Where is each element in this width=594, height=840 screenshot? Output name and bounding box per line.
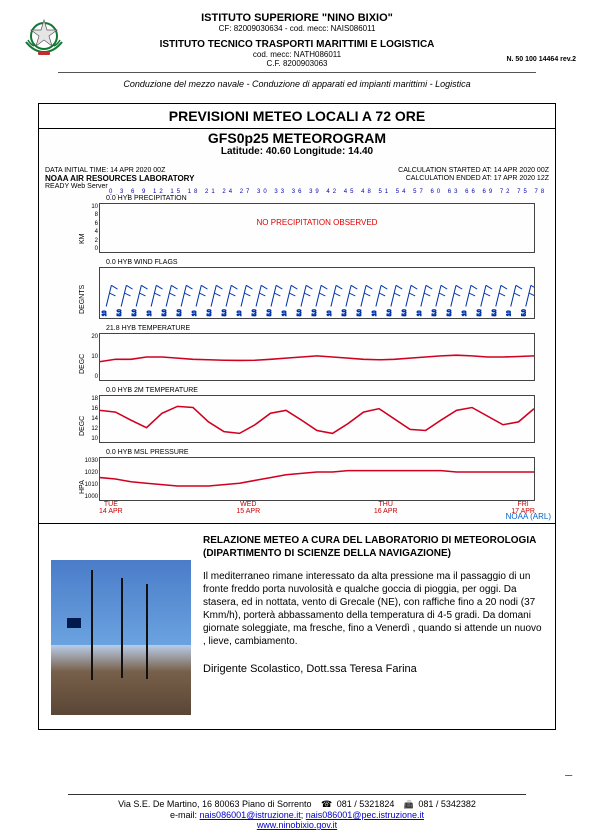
temp2-label: 0.0 HYB 2M TEMPERATURE [104, 387, 200, 394]
svg-text:5.0: 5.0 [312, 309, 318, 316]
tagline: Conduzione del mezzo navale - Conduzione… [18, 79, 576, 89]
header-cf2: C.F. 8200903063 [18, 59, 576, 68]
no-precip-text: NO PRECIPITATION OBSERVED [100, 218, 534, 227]
precip-panel: 0.0 HYB PRECIPITATION NO PRECIPITATION O… [99, 203, 535, 253]
svg-text:10: 10 [372, 311, 378, 317]
temp1-ylab: DEGC [79, 354, 86, 374]
footer-fax: 081 / 5342382 [418, 799, 476, 809]
institute-name: ISTITUTO TECNICO TRASPORTI MARITTIMI E L… [18, 39, 576, 50]
svg-text:5.0: 5.0 [132, 309, 138, 316]
svg-text:5.0: 5.0 [477, 309, 483, 316]
temp2-svg [100, 396, 534, 442]
wind-label: 0.0 HYB WIND FLAGS [104, 259, 180, 266]
svg-text:5.0: 5.0 [207, 309, 213, 316]
revision-number: N. 50 100 14464 rev.2 [506, 56, 576, 63]
italian-emblem-icon [20, 12, 68, 60]
svg-text:5.0: 5.0 [387, 309, 393, 316]
chart-title: GFS0p25 METEOROGRAM [39, 131, 555, 146]
svg-text:5.0: 5.0 [522, 309, 528, 316]
footer-address: Via S.E. De Martino, 16 80063 Piano di S… [118, 799, 311, 809]
document-header: ISTITUTO SUPERIORE "NINO BIXIO" CF: 8200… [18, 12, 576, 68]
phone-icon [319, 799, 334, 809]
calc-end: CALCULATION ENDED AT: 17 APR 2020 12Z [398, 175, 549, 183]
svg-text:5.0: 5.0 [252, 309, 258, 316]
svg-text:10: 10 [327, 311, 333, 317]
svg-text:5.0: 5.0 [177, 309, 183, 316]
svg-text:10: 10 [282, 311, 288, 317]
weather-station-photo [51, 560, 191, 715]
fax-icon [402, 799, 416, 809]
school-name: ISTITUTO SUPERIORE "NINO BIXIO" [18, 12, 576, 24]
noaa-label: NOAA AIR RESOURCES LABORATORY [45, 175, 195, 184]
precip-svg [100, 204, 534, 252]
temp2-ylab: DEGC [79, 416, 86, 436]
email-label: e-mail: [170, 810, 197, 820]
svg-text:10: 10 [507, 311, 513, 317]
press-panel: 0.0 HYB MSL PRESSURE 1030102010101000 [99, 457, 535, 501]
press-label: 0.0 HYB MSL PRESSURE [104, 449, 191, 456]
date-axis: TUE14 APRWED15 APRTHU16 APRFRI17 APR [99, 501, 535, 515]
svg-text:5.0: 5.0 [162, 309, 168, 316]
precip-yaxis: 1086420 [78, 204, 98, 252]
meteo-container: PREVISIONI METEO LOCALI A 72 ORE GFS0p25… [38, 103, 556, 730]
precip-label: 0.0 HYB PRECIPITATION [104, 195, 189, 202]
report-section: RELAZIONE METEO A CURA DEL LABORATORIO D… [39, 524, 555, 729]
svg-text:5.0: 5.0 [267, 309, 273, 316]
svg-text:5.0: 5.0 [297, 309, 303, 316]
svg-text:5.0: 5.0 [447, 309, 453, 316]
svg-text:10: 10 [102, 311, 108, 317]
wind-svg: 10 5.0 5.0 10 5.0 5.0 10 5.0 5.0 10 5.0 5.0 10 5.0 5.0… [100, 268, 534, 318]
page-footer: Via S.E. De Martino, 16 80063 Piano di S… [18, 790, 576, 830]
wind-panel: 0.0 HYB WIND FLAGS 105.05.0105.05.0105.0… [99, 267, 535, 319]
svg-text:5.0: 5.0 [117, 309, 123, 316]
header-cf: CF: 82009030634 - cod. mecc: NAIS086011 [18, 24, 576, 33]
report-body: Il mediterraneo rimane interessato da al… [203, 570, 543, 648]
svg-text:10: 10 [462, 311, 468, 317]
svg-text:5.0: 5.0 [492, 309, 498, 316]
press-svg [100, 458, 534, 500]
temp1-svg [100, 334, 534, 380]
temp1-panel: 21.8 HYB TEMPERATURE 20100 [99, 333, 535, 381]
svg-text:5.0: 5.0 [432, 309, 438, 316]
page-mark: ‾‾ [565, 775, 572, 786]
precip-ylab: KM [79, 234, 86, 245]
temp1-label: 21.8 HYB TEMPERATURE [104, 325, 192, 332]
meteo-title: PREVISIONI METEO LOCALI A 72 ORE [39, 104, 555, 129]
meteorogram-chart: GFS0p25 METEOROGRAM Latitude: 40.60 Long… [39, 129, 555, 524]
svg-text:10: 10 [147, 311, 153, 317]
svg-text:5.0: 5.0 [357, 309, 363, 316]
press-ylab: HPA [79, 480, 86, 494]
footer-tel: 081 / 5321824 [337, 799, 395, 809]
email-link-1[interactable]: nais086001@istruzione.it [200, 810, 301, 820]
header-divider [58, 72, 536, 73]
footer-divider [68, 794, 526, 795]
svg-text:10: 10 [192, 311, 198, 317]
wind-ylab: DEGNTS [79, 285, 86, 314]
signature: Dirigente Scolastico, Dott.ssa Teresa Fa… [203, 662, 543, 676]
website-link[interactable]: www.ninobixio.gov.it [257, 820, 337, 830]
calc-start: CALCULATION STARTED AT: 14 APR 2020 00Z [398, 167, 549, 175]
svg-text:5.0: 5.0 [222, 309, 228, 316]
svg-text:10: 10 [237, 311, 243, 317]
svg-text:5.0: 5.0 [402, 309, 408, 316]
email-link-2[interactable]: nais086001@pec.istruzione.it [306, 810, 424, 820]
noaa-source: NOAA (ARL) [506, 512, 551, 521]
svg-text:5.0: 5.0 [342, 309, 348, 316]
chart-coords: Latitude: 40.60 Longitude: 14.40 [39, 146, 555, 157]
header-mecc: cod. mecc: NATH086011 [18, 50, 576, 59]
svg-text:10: 10 [417, 311, 423, 317]
temp2-panel: 0.0 HYB 2M TEMPERATURE 1816141210 [99, 395, 535, 443]
report-title: RELAZIONE METEO A CURA DEL LABORATORIO D… [203, 534, 543, 560]
